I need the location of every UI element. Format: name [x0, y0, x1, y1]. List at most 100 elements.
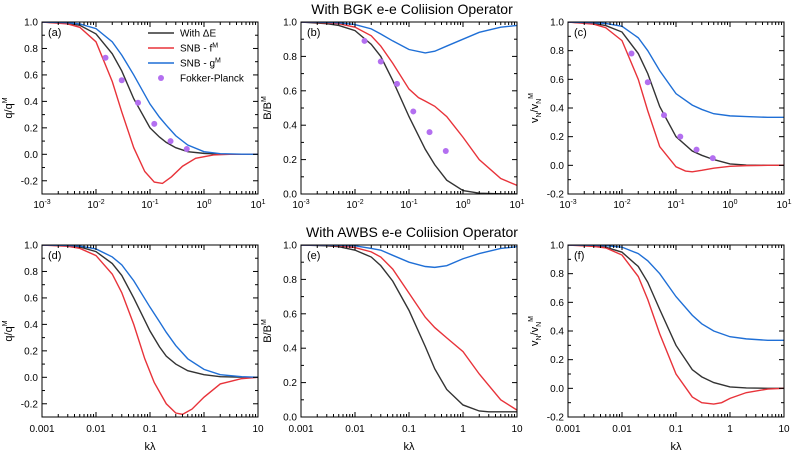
y-tick-label: 0.8	[24, 44, 38, 55]
data-point-fokker_planck	[118, 77, 125, 84]
y-tick-label: 0.6	[550, 298, 564, 309]
y-tick-label: 0.2	[283, 155, 297, 166]
series-line-snb_f	[42, 22, 258, 185]
y-axis-label: B/BM	[261, 96, 274, 120]
y-tick-label: 1.0	[283, 241, 297, 252]
data-point-fokker_planck	[677, 133, 684, 140]
panel-c: 10-3 10-2 10-1 100 101 1.0 0.8 0.6 0.4 0.2 0.0 -0.2…	[528, 18, 792, 212]
panel-letter: (e)	[307, 250, 320, 262]
x-tick-label: 10-2	[87, 199, 104, 211]
x-tick-label: 10-3	[292, 199, 309, 211]
x-tick-label: 10-1	[400, 199, 417, 211]
x-tick-label: 1	[460, 424, 466, 435]
x-tick-label: 0.1	[402, 424, 416, 435]
series-line-snb_g	[301, 245, 517, 269]
data-point-fokker_planck	[394, 80, 401, 87]
x-tick-label: 10	[252, 424, 264, 435]
y-axis-label: vN/vNM	[528, 316, 543, 346]
series-line-with_dE	[568, 22, 784, 167]
y-axis-label: q/qM	[2, 320, 15, 341]
y-tick-label: -0.2	[21, 176, 39, 187]
data-point-fokker_planck	[183, 146, 190, 153]
data-point-fokker_planck	[410, 108, 417, 115]
legend-marker-fokker_planck	[158, 75, 164, 81]
y-tick-label: 0.0	[24, 373, 38, 384]
y-tick-label: 0.6	[24, 293, 38, 304]
data-point-fokker_planck	[442, 148, 449, 154]
x-tick-label: 101	[509, 199, 524, 211]
panel-b: 10-3 10-2 10-1 100 101 1.0 0.8 0.6 0.4 0.2 0.0 B/BM…	[261, 18, 525, 212]
series-line-snb_g	[42, 22, 258, 156]
series-line-snb_f	[568, 22, 784, 173]
plot-frame	[567, 21, 785, 195]
x-tick-label: 0.01	[345, 424, 365, 435]
series-group	[568, 22, 784, 173]
y-tick-label: 0.0	[283, 413, 297, 424]
series-line-with_dE	[42, 22, 258, 156]
row-title-top: With BGK e-e Coliision Operator	[311, 1, 513, 17]
data-point-fokker_planck	[102, 54, 109, 61]
y-tick-label: 0.0	[283, 190, 297, 201]
x-tick-label: 10-1	[141, 199, 158, 211]
y-tick-label: 0.2	[550, 355, 564, 366]
y-tick-label: 1.0	[24, 241, 38, 252]
data-point-fokker_planck	[693, 146, 700, 153]
series-line-snb_g	[42, 245, 258, 379]
series-line-with_dE	[301, 245, 517, 413]
series-line-snb_f	[301, 245, 517, 411]
x-tick-label: 10	[511, 424, 523, 435]
x-tick-label: 10-3	[33, 199, 50, 211]
y-tick-label: 0.2	[550, 132, 564, 143]
y-tick-label: 0.6	[283, 309, 297, 320]
x-tick-label: 0.001	[29, 424, 54, 435]
y-tick-label: 1.0	[24, 18, 38, 29]
data-point-fokker_planck	[377, 58, 384, 65]
x-tick-label: 100	[722, 199, 737, 211]
plot-frame	[300, 244, 518, 418]
data-point-fokker_planck	[135, 99, 142, 106]
y-tick-label: 0.2	[24, 123, 38, 134]
x-tick-label: 0.001	[555, 424, 580, 435]
panel-letter: (a)	[48, 27, 61, 39]
x-tick-label: 10-1	[667, 199, 684, 211]
data-point-fokker_planck	[628, 50, 635, 57]
x-tick-label: 0.001	[288, 424, 313, 435]
panel-letter: (b)	[307, 27, 320, 39]
series-line-with_dE	[42, 245, 258, 379]
legend: With ΔE SNB - fM SNB - gM Fokker-Planck	[148, 29, 245, 85]
series-line-snb_g	[301, 22, 517, 54]
y-axis-label: vN/vNM	[528, 93, 543, 123]
x-tick-label: 100	[455, 199, 470, 211]
y-tick-label: 0.8	[283, 275, 297, 286]
data-point-fokker_planck	[661, 112, 668, 119]
data-point-fokker_planck	[709, 155, 716, 162]
legend-label-snb_f: SNB - fM	[180, 43, 218, 55]
legend-label-snb_g: SNB - gM	[180, 58, 221, 70]
series-group	[301, 22, 517, 194]
y-tick-label: -0.2	[547, 413, 565, 424]
y-tick-label: 0.4	[24, 97, 38, 108]
y-axis-label: q/qM	[2, 97, 15, 118]
y-tick-label: 0.8	[550, 46, 564, 57]
x-tick-label: 101	[250, 199, 265, 211]
y-tick-label: 0.4	[550, 104, 564, 115]
x-tick-label: 0.01	[86, 424, 106, 435]
series-line-snb_f	[301, 22, 517, 187]
x-tick-label: 10-3	[559, 199, 576, 211]
x-tick-label: 10-2	[613, 199, 630, 211]
y-tick-label: 0.4	[550, 327, 564, 338]
row-title-bottom: With AWBS e-e Coliision Operator	[306, 224, 518, 240]
y-tick-label: 0.4	[24, 320, 38, 331]
panel-d: 0.001 0.01 0.1 1 10 kλ 1.0 0.8 0.6 0.4 0.2 0.0 -0.2 q…	[2, 241, 264, 454]
series-line-snb_f	[42, 245, 258, 416]
y-tick-label: 0.6	[283, 86, 297, 97]
x-tick-label: 10-2	[346, 199, 363, 211]
series-group	[42, 22, 258, 185]
series-line-snb_g	[568, 22, 784, 119]
panel-e: 0.001 0.01 0.1 1 10 kλ 1.0 0.8 0.6 0.4 0.2 0.0 B/BM (…	[261, 241, 523, 454]
y-tick-label: 0.0	[550, 161, 564, 172]
y-tick-label: 0.2	[283, 378, 297, 389]
data-point-fokker_planck	[361, 37, 368, 44]
y-tick-label: 0.2	[24, 346, 38, 357]
